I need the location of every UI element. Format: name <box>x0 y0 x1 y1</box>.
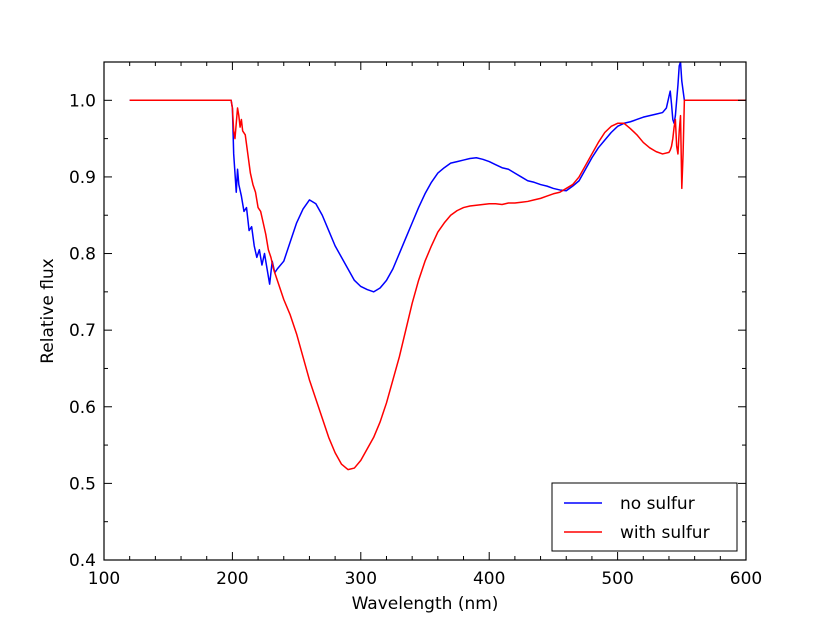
legend-box <box>551 482 738 552</box>
x-axis-label: Wavelength (nm) <box>352 594 499 614</box>
x-tick-label: 400 <box>473 569 505 589</box>
series-line-2 <box>129 99 746 471</box>
y-axis-label: Relative flux <box>38 258 58 364</box>
x-tick-label: 600 <box>730 569 762 589</box>
y-tick-label: 0.9 <box>69 168 96 188</box>
y-tick-label: 0.6 <box>69 398 96 418</box>
x-tick-label: 100 <box>88 569 120 589</box>
plot-area-frame <box>103 61 747 561</box>
series-lines <box>129 62 746 471</box>
y-tick-label: 1.0 <box>69 91 96 111</box>
series-line-1 <box>129 62 746 293</box>
legend-label-1: no sulfur <box>620 494 695 514</box>
x-tick-label: 500 <box>601 569 633 589</box>
legend: no sulfur with sulfur <box>551 482 738 552</box>
x-tick-label: 200 <box>216 569 248 589</box>
y-tick-label: 0.4 <box>69 551 96 571</box>
y-tick-label: 0.7 <box>69 321 96 341</box>
x-axis-ticks: 100 200 300 400 500 600 <box>88 62 762 589</box>
y-tick-label: 0.5 <box>69 474 96 494</box>
legend-label-2: with sulfur <box>620 523 710 543</box>
y-tick-label: 0.8 <box>69 245 96 265</box>
y-axis-ticks: 0.4 0.5 0.6 0.7 0.8 0.9 1.0 <box>69 91 746 571</box>
x-tick-label: 300 <box>345 569 377 589</box>
